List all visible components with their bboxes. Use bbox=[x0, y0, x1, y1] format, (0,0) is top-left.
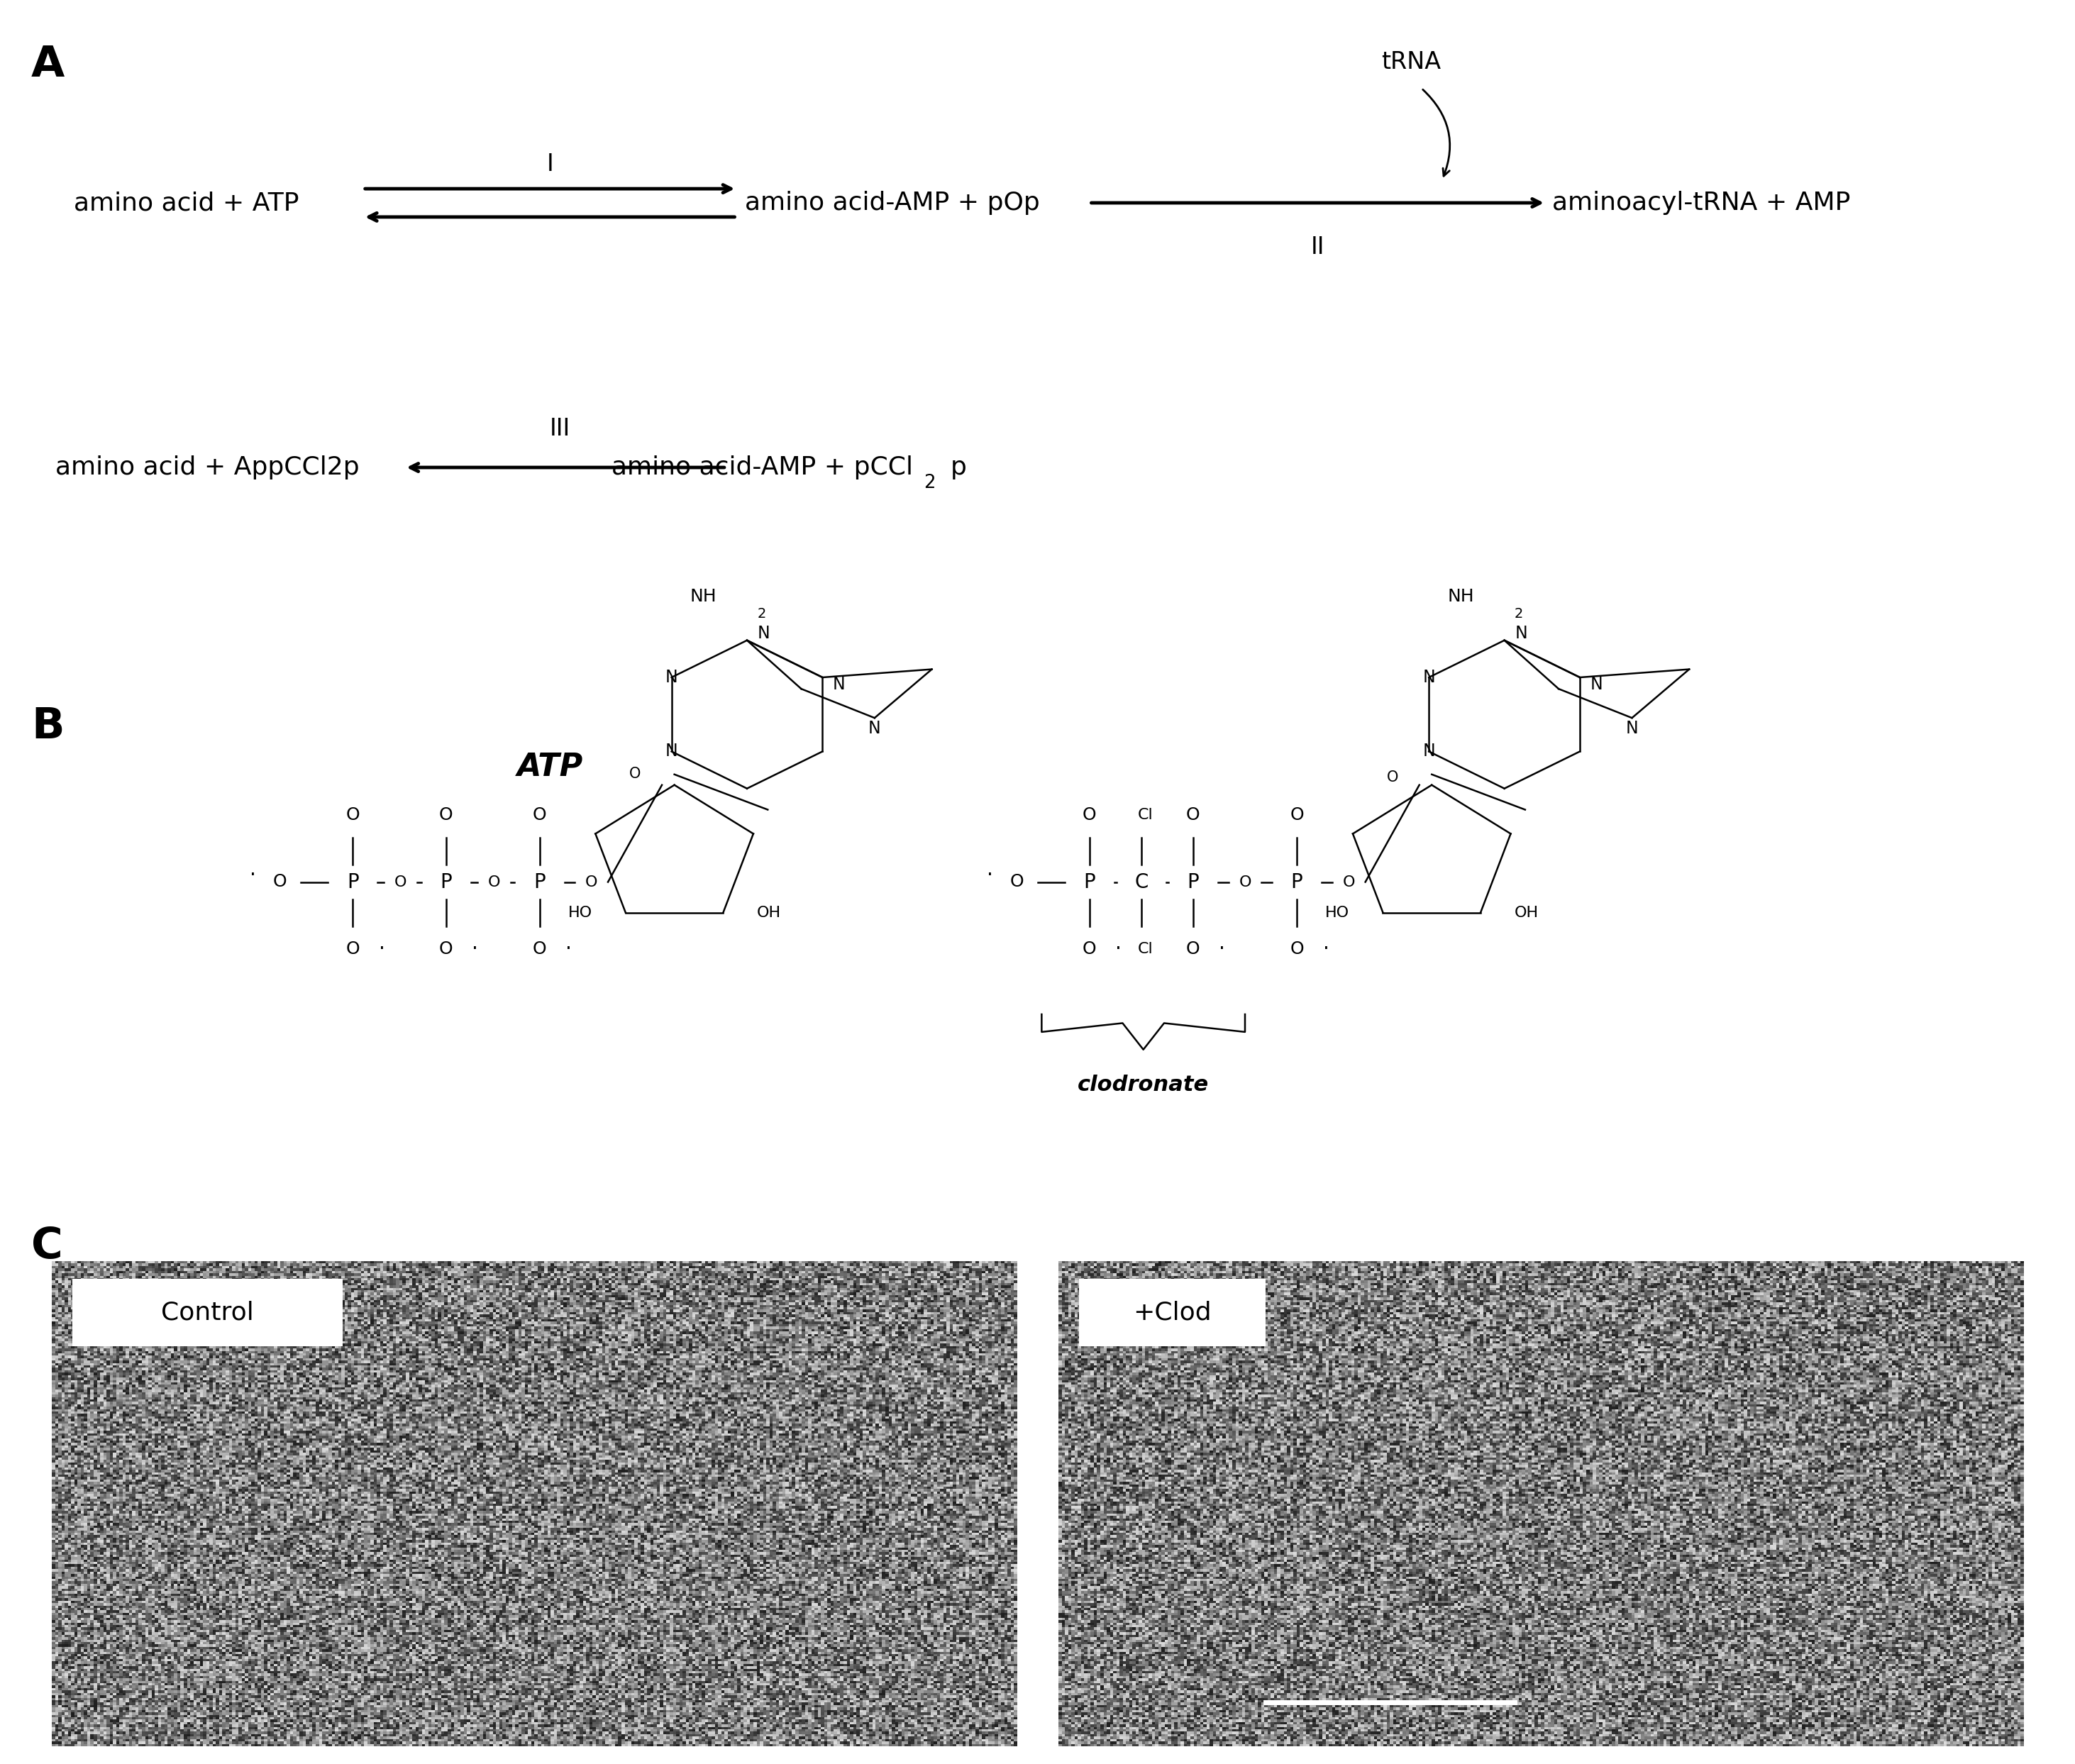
Text: OH: OH bbox=[1515, 905, 1538, 919]
Text: N: N bbox=[666, 743, 679, 760]
Text: O: O bbox=[1343, 875, 1355, 889]
Text: C: C bbox=[31, 1226, 62, 1268]
Text: C: C bbox=[1135, 871, 1147, 893]
Text: N: N bbox=[1589, 676, 1602, 693]
Text: NH: NH bbox=[691, 587, 716, 605]
Bar bbox=[73, 1279, 342, 1346]
Text: O: O bbox=[1187, 806, 1199, 824]
Text: ·: · bbox=[378, 938, 386, 960]
Text: tRNA: tRNA bbox=[1382, 49, 1440, 74]
Text: O: O bbox=[585, 875, 598, 889]
Text: Cl: Cl bbox=[1137, 808, 1154, 822]
Text: O: O bbox=[274, 873, 286, 891]
Text: P: P bbox=[1187, 871, 1199, 893]
Text: ·: · bbox=[1114, 938, 1123, 960]
Text: amino acid + ATP: amino acid + ATP bbox=[75, 191, 299, 215]
Text: aminoacyl-tRNA + AMP: aminoacyl-tRNA + AMP bbox=[1552, 191, 1851, 215]
Text: P: P bbox=[533, 871, 546, 893]
Text: O: O bbox=[488, 875, 500, 889]
Text: OH: OH bbox=[757, 905, 780, 919]
Text: III: III bbox=[550, 416, 571, 441]
Text: +Clod: +Clod bbox=[1133, 1300, 1212, 1325]
Text: amino acid-AMP + pCCl: amino acid-AMP + pCCl bbox=[612, 455, 913, 480]
Text: P: P bbox=[347, 871, 359, 893]
Text: ·: · bbox=[986, 864, 994, 886]
Text: I: I bbox=[546, 152, 554, 176]
Text: II: II bbox=[1311, 235, 1324, 259]
Text: 2: 2 bbox=[1515, 607, 1523, 621]
Text: 2: 2 bbox=[757, 607, 766, 621]
Text: O: O bbox=[440, 806, 452, 824]
Text: N: N bbox=[1423, 669, 1436, 686]
Text: N: N bbox=[832, 676, 845, 693]
Text: N: N bbox=[1515, 624, 1527, 642]
Text: O: O bbox=[347, 940, 359, 958]
Text: N: N bbox=[757, 624, 770, 642]
Text: HO: HO bbox=[1326, 905, 1349, 919]
Text: N: N bbox=[666, 669, 679, 686]
Text: P: P bbox=[1083, 871, 1096, 893]
Text: P: P bbox=[440, 871, 452, 893]
Text: amino acid + AppCCl2p: amino acid + AppCCl2p bbox=[56, 455, 359, 480]
Text: O: O bbox=[533, 940, 546, 958]
Text: O: O bbox=[440, 940, 452, 958]
Text: Control: Control bbox=[162, 1300, 253, 1325]
Text: 2: 2 bbox=[923, 475, 936, 492]
Text: O: O bbox=[1291, 806, 1303, 824]
Text: ·: · bbox=[249, 864, 257, 886]
Bar bbox=[1079, 1279, 1266, 1346]
Text: NH: NH bbox=[1448, 587, 1473, 605]
Text: ·: · bbox=[1218, 938, 1226, 960]
Text: O: O bbox=[1291, 940, 1303, 958]
Text: HO: HO bbox=[569, 905, 591, 919]
Bar bbox=[52, 1261, 1017, 1746]
Text: clodronate: clodronate bbox=[1077, 1074, 1210, 1095]
Text: O: O bbox=[1386, 771, 1399, 785]
Text: N: N bbox=[867, 720, 882, 737]
Text: N: N bbox=[1625, 720, 1639, 737]
Text: O: O bbox=[1083, 940, 1096, 958]
Text: O: O bbox=[1239, 875, 1251, 889]
Text: O: O bbox=[394, 875, 407, 889]
Text: O: O bbox=[533, 806, 546, 824]
Text: ·: · bbox=[564, 938, 573, 960]
Text: O: O bbox=[629, 767, 641, 781]
Text: P: P bbox=[1291, 871, 1303, 893]
Text: O: O bbox=[1011, 873, 1023, 891]
Text: O: O bbox=[1187, 940, 1199, 958]
Text: O: O bbox=[347, 806, 359, 824]
Text: amino acid-AMP + pOp: amino acid-AMP + pOp bbox=[745, 191, 1040, 215]
Text: ·: · bbox=[471, 938, 479, 960]
Text: B: B bbox=[31, 706, 64, 748]
Text: Cl: Cl bbox=[1137, 942, 1154, 956]
Text: A: A bbox=[31, 44, 64, 86]
Text: p: p bbox=[950, 455, 967, 480]
Bar bbox=[1058, 1261, 2023, 1746]
Text: ATP: ATP bbox=[517, 751, 583, 783]
Text: O: O bbox=[1083, 806, 1096, 824]
Text: ·: · bbox=[1322, 938, 1330, 960]
Text: N: N bbox=[1423, 743, 1436, 760]
